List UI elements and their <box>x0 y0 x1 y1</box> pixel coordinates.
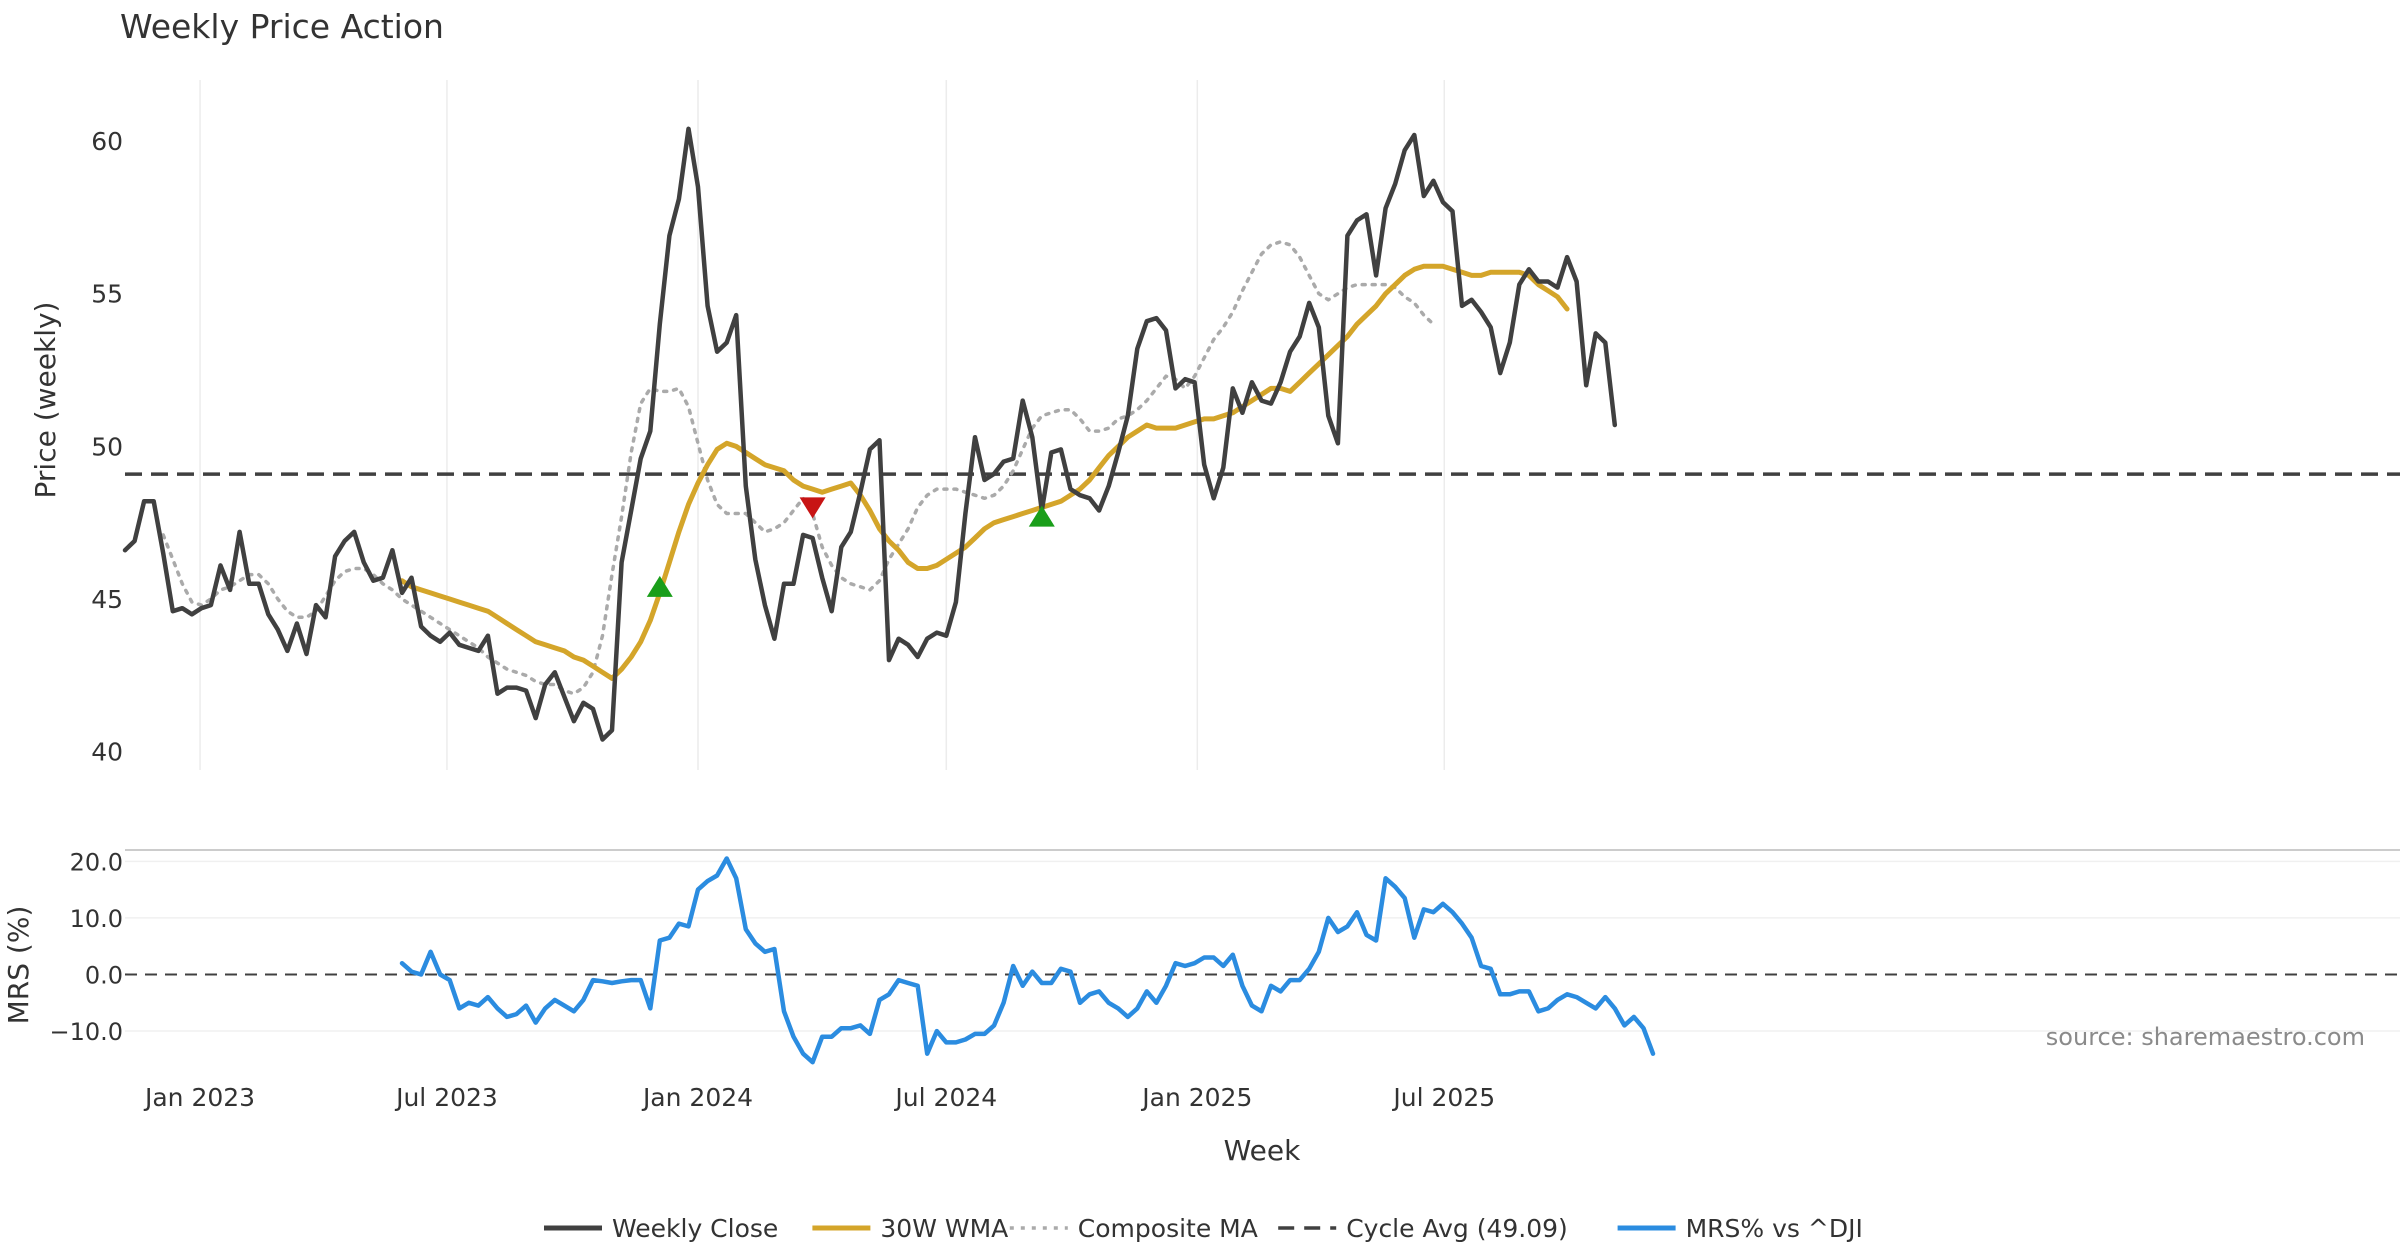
price-y-axis: 40 45 50 55 60 <box>91 127 123 767</box>
price-y-tick-label: 40 <box>91 738 123 767</box>
legend-label: 30W WMA <box>880 1214 1008 1243</box>
mrs-y-tick-label: 0.0 <box>85 961 123 989</box>
mrs-series <box>399 856 1656 1065</box>
price-series <box>122 126 2400 742</box>
mrs-y-tick-label: 10.0 <box>70 905 123 933</box>
legend-label: Cycle Avg (49.09) <box>1346 1214 1568 1243</box>
chart-title: Weekly Price Action <box>120 7 444 46</box>
x-tick-label: Jul 2023 <box>394 1083 498 1112</box>
legend-label: MRS% vs ^DJI <box>1686 1214 1863 1243</box>
composite-ma-line <box>161 240 1436 696</box>
legend: Weekly Close 30W WMA Composite MA Cycle Avg… <box>544 1214 1863 1243</box>
buy-signal-marker <box>1028 505 1055 527</box>
mrs-y-axis-label: MRS (%) <box>2 906 35 1025</box>
sell-signal-marker <box>799 497 826 519</box>
x-tick-label: Jul 2024 <box>893 1083 997 1112</box>
mrs-y-tick-label: −10.0 <box>49 1018 123 1046</box>
price-y-tick-label: 50 <box>91 432 123 461</box>
price-y-tick-label: 55 <box>91 280 123 309</box>
signal-markers <box>646 497 1055 597</box>
x-tick-label: Jan 2024 <box>641 1083 753 1112</box>
buy-signal-marker <box>646 575 673 597</box>
price-y-axis-label: Price (weekly) <box>29 302 62 499</box>
price-y-tick-label: 60 <box>91 127 123 156</box>
legend-label: Composite MA <box>1078 1214 1258 1243</box>
x-tick-label: Jan 2023 <box>143 1083 255 1112</box>
legend-label: Weekly Close <box>612 1214 778 1243</box>
x-axis-ticks: Jan 2023 Jul 2023 Jan 2024 Jul 2024 Jan 2025… <box>143 1083 1495 1112</box>
x-tick-label: Jul 2025 <box>1391 1083 1495 1112</box>
source-annotation: source: sharemaestro.com <box>2046 1023 2365 1051</box>
x-axis-label: Week <box>1224 1134 1301 1167</box>
mrs-y-tick-label: 20.0 <box>70 848 123 876</box>
price-y-tick-label: 45 <box>91 585 123 614</box>
30w-wma-line <box>399 263 1570 681</box>
mrs-vs-dji-line <box>399 856 1656 1065</box>
mrs-y-axis: 20.0 10.0 0.0 −10.0 <box>49 848 123 1046</box>
weekly-close-line <box>122 126 1618 742</box>
x-tick-label: Jan 2025 <box>1140 1083 1252 1112</box>
mrs-panel-grid <box>125 860 2400 1032</box>
